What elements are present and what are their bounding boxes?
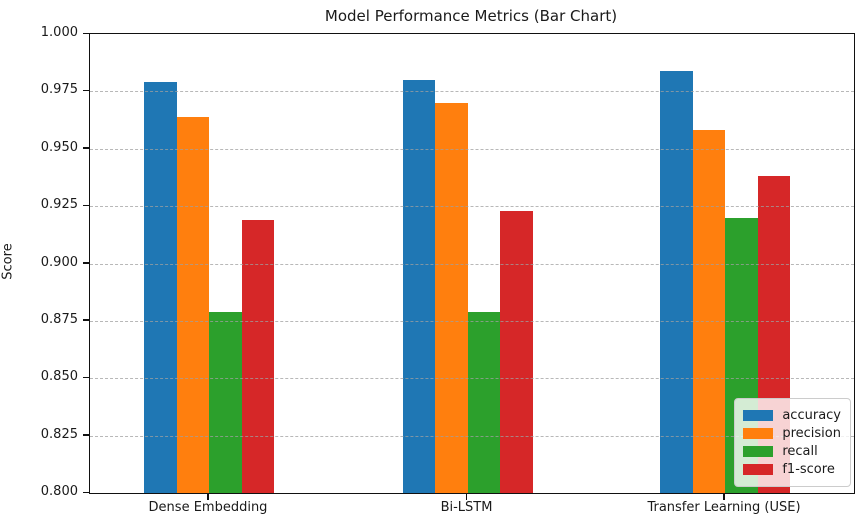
legend-label: f1-score <box>782 462 835 477</box>
y-tick-mark <box>83 262 89 264</box>
y-tick-label: 0.850 <box>40 369 78 385</box>
bar-accuracy-bi-lstm <box>402 79 435 493</box>
bar-f1-score-dense-embedding <box>241 219 274 493</box>
y-tick-label: 1.000 <box>40 25 78 40</box>
y-tick-mark <box>83 319 89 321</box>
y-tick-mark <box>83 434 89 436</box>
y-tick-mark <box>83 376 89 379</box>
bar-f1-score-bi-lstm <box>500 210 533 493</box>
bar-precision-dense-embedding <box>176 116 209 493</box>
x-tick-label-transfer-learning-use: Transfer Learning (USE) <box>647 500 801 515</box>
legend-item-f1-score: f1-score <box>743 462 841 477</box>
y-tick-label: 0.875 <box>40 311 78 327</box>
bar-recall-bi-lstm <box>467 311 500 493</box>
chart-title: Model Performance Metrics (Bar Chart) <box>324 7 618 25</box>
x-tick-mark <box>465 494 468 500</box>
y-tick-mark <box>83 491 89 493</box>
x-tick-mark <box>207 494 209 500</box>
y-tick-label: 0.825 <box>40 426 78 442</box>
legend-label: precision <box>782 426 841 441</box>
bar-precision-bi-lstm <box>435 102 468 493</box>
legend-label: recall <box>782 444 818 459</box>
y-tick-mark <box>83 147 89 149</box>
legend-swatch-precision <box>743 428 774 439</box>
bar-accuracy-transfer-learning-use <box>660 70 693 493</box>
x-tick-label-dense-embedding: Dense Embedding <box>148 500 268 515</box>
legend-swatch-accuracy <box>743 410 774 421</box>
y-tick-mark <box>83 204 89 207</box>
y-tick-label: 0.800 <box>40 484 78 499</box>
legend-item-precision: precision <box>743 426 841 441</box>
legend: accuracy precision recall f1-score <box>734 398 851 487</box>
bar-precision-transfer-learning-use <box>692 130 725 493</box>
legend-swatch-recall <box>743 446 774 457</box>
y-tick-label: 0.900 <box>40 254 78 270</box>
bar-accuracy-dense-embedding <box>144 82 177 493</box>
bar-recall-dense-embedding <box>209 311 242 493</box>
legend-label: accuracy <box>782 408 841 423</box>
x-tick-label-bi-lstm: Bi-LSTM <box>440 500 493 515</box>
plot-area: accuracy precision recall f1-score <box>89 33 855 494</box>
y-tick-label: 0.950 <box>40 139 78 155</box>
legend-item-accuracy: accuracy <box>743 408 841 423</box>
y-tick-label: 0.925 <box>40 197 78 213</box>
y-tick-mark <box>83 32 89 34</box>
legend-swatch-f1-score <box>743 464 774 475</box>
y-tick-label: 0.975 <box>40 82 78 98</box>
legend-item-recall: recall <box>743 444 841 459</box>
gridline-0.975 <box>90 91 854 93</box>
y-tick-mark <box>83 89 89 92</box>
x-tick-mark <box>723 494 725 500</box>
